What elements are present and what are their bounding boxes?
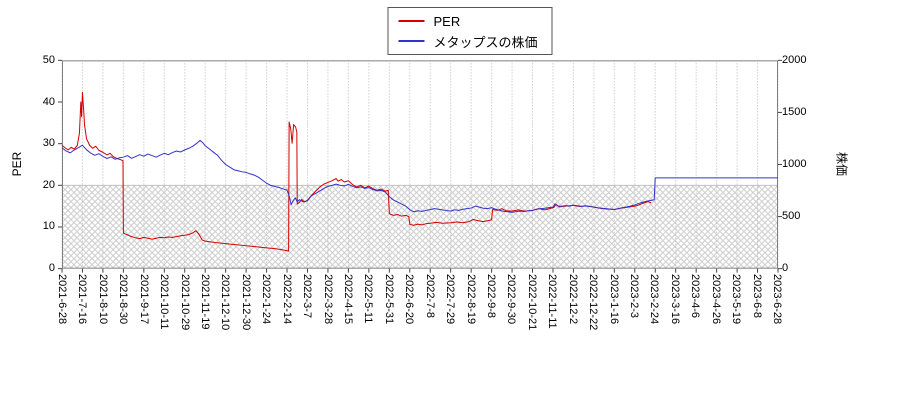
y-left-tick-label: 30: [42, 137, 55, 150]
series-line-per: [61, 91, 652, 252]
y-axis-label-left: PER: [10, 151, 24, 177]
legend: PER メタップスの株価: [387, 7, 553, 55]
y-right-tick-label: 500: [782, 210, 801, 222]
x-tick-label: 2021-12-10: [219, 274, 232, 331]
x-tick-label: 2023-5-19: [730, 274, 743, 325]
x-tick-label: 2022-9-8: [485, 274, 497, 319]
x-tick-label: 2021-10-11: [158, 274, 171, 330]
x-tick-label: 2022-1-24: [260, 274, 273, 325]
x-tick-label: 2021-10-29: [178, 274, 191, 331]
plot-area: [57, 59, 783, 273]
x-tick-label: 2022-5-11: [362, 274, 375, 324]
x-tick-label: 2022-11-11: [546, 274, 559, 329]
x-tick-label: 2022-12-22: [587, 274, 600, 331]
x-tick-label: 2021-9-17: [137, 274, 150, 325]
y-left-tick-label: 40: [42, 95, 55, 108]
x-tick-label: 2022-6-20: [403, 274, 416, 325]
x-tick-label: 2022-7-8: [423, 274, 436, 319]
y-left-tick-label: 0: [48, 262, 55, 274]
y-axis-label-right: 株価: [834, 151, 849, 177]
x-tick-label: 2021-7-16: [76, 274, 89, 325]
legend-label-stock-price: メタップスの株価: [433, 34, 538, 50]
x-tick-label: 2023-6-8: [750, 274, 763, 319]
series-line-stock-price: [61, 139, 778, 213]
x-tick-label: 2021-11-19: [199, 274, 211, 330]
per-line-sample: [398, 20, 425, 22]
y-left-tick-label: 10: [42, 220, 55, 233]
x-tick-label: 2022-4-15: [342, 274, 354, 325]
y-right-tick-label: 1500: [782, 106, 807, 118]
y-right-tick-label: 1000: [782, 158, 807, 170]
x-tick-label: 2023-4-6: [689, 274, 702, 319]
x-tick-label: 2023-2-24: [648, 274, 661, 325]
x-tick-label: 2022-7-29: [444, 274, 457, 325]
x-tick-label: 2022-9-30: [505, 274, 518, 325]
x-tick-label: 2021-8-30: [117, 274, 130, 325]
x-tick-label: 2022-3-28: [321, 274, 334, 325]
legend-item-per: PER: [398, 12, 537, 30]
legend-item-stock-price: メタップスの株価: [398, 32, 538, 50]
x-tick-label: 2021-8-10: [96, 274, 109, 325]
y-left-tick-label: 20: [42, 178, 55, 191]
x-tick-label: 2022-2-14: [280, 274, 293, 325]
x-tick-label: 2021-12-30: [239, 274, 252, 331]
x-tick-label: 2023-1-16: [607, 274, 620, 325]
y-left-tick-label: 50: [42, 54, 55, 66]
legend-label-per: PER: [433, 13, 461, 29]
x-tick-label: 2023-4-26: [709, 274, 722, 325]
x-tick-label: 2022-3-7: [301, 274, 314, 319]
x-tick-label: 2022-8-19: [464, 274, 477, 325]
x-tick-label: 2023-3-16: [668, 274, 681, 325]
x-tick-label: 2023-2-3: [628, 274, 640, 319]
stock-price-line-sample: [398, 40, 425, 42]
x-tick-label: 2023-6-28: [771, 274, 783, 325]
y-right-tick-label: 2000: [782, 54, 807, 66]
x-tick-label: 2021-6-28: [56, 274, 68, 325]
y-right-tick-label: 0: [782, 262, 789, 274]
x-tick-label: 2022-10-21: [525, 274, 538, 331]
x-tick-label: 2022-5-31: [382, 274, 395, 325]
x-tick-label: 2022-12-2: [566, 274, 579, 325]
